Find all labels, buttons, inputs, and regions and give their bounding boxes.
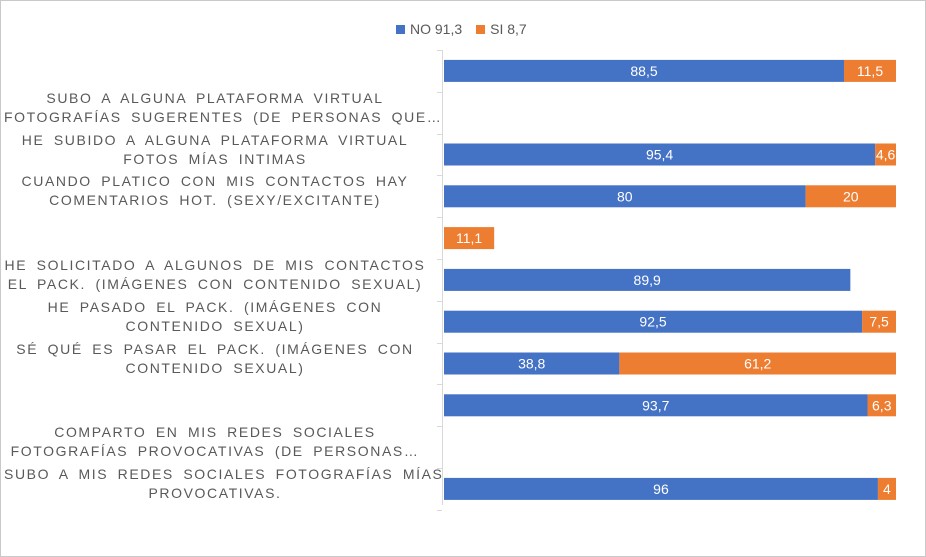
category-tick [437, 426, 442, 428]
bar-no-row-2 [444, 143, 876, 166]
bar-si-row-2 [875, 143, 896, 166]
legend-item-no: NO 91,3 [396, 21, 462, 37]
category-label-row-6: HE PASADO EL PACK. (IMÁGENES CON CONTENID… [4, 298, 426, 336]
bar-no-row-3 [444, 185, 806, 208]
category-label-line: FOTOS MÍAS INTIMAS [123, 150, 307, 167]
bar-no-row-7 [444, 352, 620, 375]
legend-item-si: SI 8,7 [476, 21, 527, 37]
data-label-si-row-0: 11,5 [857, 63, 883, 79]
bar-no-row-8 [444, 394, 868, 417]
category-label-line: SUBO A ALGUNA PLATAFORMA VIRTUAL [46, 89, 384, 106]
legend-label-no: NO 91,3 [410, 21, 463, 37]
category-tick [437, 217, 442, 219]
category-label-line: COMENTARIOS HOT. (SEXY/EXCITANTE) [49, 192, 381, 209]
bar-si-row-6 [862, 310, 896, 333]
category-tick [437, 300, 442, 302]
category-label-line: CONTENIDO SEXUAL) [125, 359, 305, 376]
category-label-line: HE SOLICITADO A ALGUNOS DE MIS CONTACTOS [4, 257, 426, 273]
category-tick [437, 342, 442, 344]
category-label-line: HE SUBIDO A ALGUNA PLATAFORMA VIRTUAL [21, 131, 409, 148]
data-label-si-row-3: 20 [843, 188, 859, 204]
data-label-si-row-7: 61,2 [744, 356, 771, 372]
data-label-no-row-10: 96 [653, 481, 669, 497]
category-label-line: CUANDO PLATICO CON MIS CONTACTOS HAY [21, 173, 409, 190]
category-tick [437, 91, 442, 93]
category-label-row-1: SUBO A ALGUNA PLATAFORMA VIRTUAL FOTOGRAF… [4, 89, 443, 127]
data-label-no-row-3: 80 [617, 188, 633, 204]
bar-si-row-8 [867, 394, 896, 417]
bar-no-row-5 [444, 268, 851, 291]
category-label-line: HE PASADO EL PACK. (IMÁGENES CON [47, 298, 383, 315]
category-label-row-2: HE SUBIDO A ALGUNA PLATAFORMA VIRTUAL FOT… [4, 131, 426, 169]
category-label-line: FOTOGRAFÍAS PROVOCATIVAS (DE PERSONAS… [10, 443, 420, 460]
category-tick [437, 468, 442, 469]
data-label-si-row-10: 4 [883, 481, 891, 497]
category-label-row-10: SUBO A MIS REDES SOCIALES FOTOGRAFÍAS MÍ… [4, 465, 444, 503]
data-label-no-row-8: 93,7 [642, 397, 669, 413]
bar-si-row-0 [844, 59, 896, 82]
bar-no-row-10 [444, 477, 878, 500]
data-label-no-row-6: 92,5 [639, 314, 666, 330]
bar-no-row-6 [444, 310, 863, 333]
category-label-row-3: CUANDO PLATICO CON MIS CONTACTOS HAY COME… [4, 172, 426, 210]
category-label-line: SÉ QUÉ ES PASAR EL PACK. (IMÁGENES CON [16, 340, 414, 357]
category-axis [442, 50, 443, 505]
category-label-line: CONTENIDO SEXUAL) [125, 317, 305, 334]
legend-swatch-no [396, 24, 405, 34]
category-tick [437, 175, 442, 177]
category-label-line: COMPARTO EN MIS REDES SOCIALES [54, 424, 376, 441]
bar-si-row-3 [805, 185, 896, 208]
bar-si-row-7 [619, 352, 896, 375]
category-label-line: EL PACK. (IMÁGENES CON CONTENIDO SEXUAL) [7, 276, 423, 292]
category-label-line: FOTOGRAFÍAS SUGERENTES (DE PERSONAS QUE… [4, 108, 443, 125]
data-label-si-row-4: 11,1 [456, 230, 482, 246]
category-tick [437, 133, 442, 135]
bar-si-row-4 [444, 227, 495, 250]
data-label-si-row-6: 7,5 [869, 314, 889, 330]
category-tick [437, 259, 442, 260]
data-label-no-row-7: 38,8 [518, 356, 545, 372]
data-label-no-row-5: 89,9 [634, 272, 661, 288]
category-tick [437, 384, 442, 386]
category-label-row-5: HE SOLICITADO A ALGUNOS DE MIS CONTACTOS… [4, 256, 426, 294]
chart-legend: NO 91,3 SI 8,7 [396, 21, 541, 37]
category-tick [437, 509, 442, 511]
category-label-row-9: COMPARTO EN MIS REDES SOCIALES FOTOGRAFÍA… [4, 423, 426, 461]
bar-si-row-10 [877, 477, 896, 500]
data-label-no-row-0: 88,5 [630, 63, 657, 79]
category-label-line: PROVOCATIVAS. [148, 485, 282, 501]
data-label-si-row-8: 6,3 [872, 397, 892, 413]
bar-no-row-0 [444, 59, 845, 82]
data-label-no-row-2: 95,4 [646, 147, 673, 163]
category-label-row-7: SÉ QUÉ ES PASAR EL PACK. (IMÁGENES CON CO… [4, 340, 426, 378]
legend-label-si: SI 8,7 [490, 21, 527, 37]
data-label-si-row-2: 4,6 [876, 147, 896, 163]
legend-swatch-si [476, 24, 486, 34]
category-tick [437, 50, 442, 51]
category-label-line: SUBO A MIS REDES SOCIALES FOTOGRAFÍAS MÍ… [4, 466, 444, 482]
